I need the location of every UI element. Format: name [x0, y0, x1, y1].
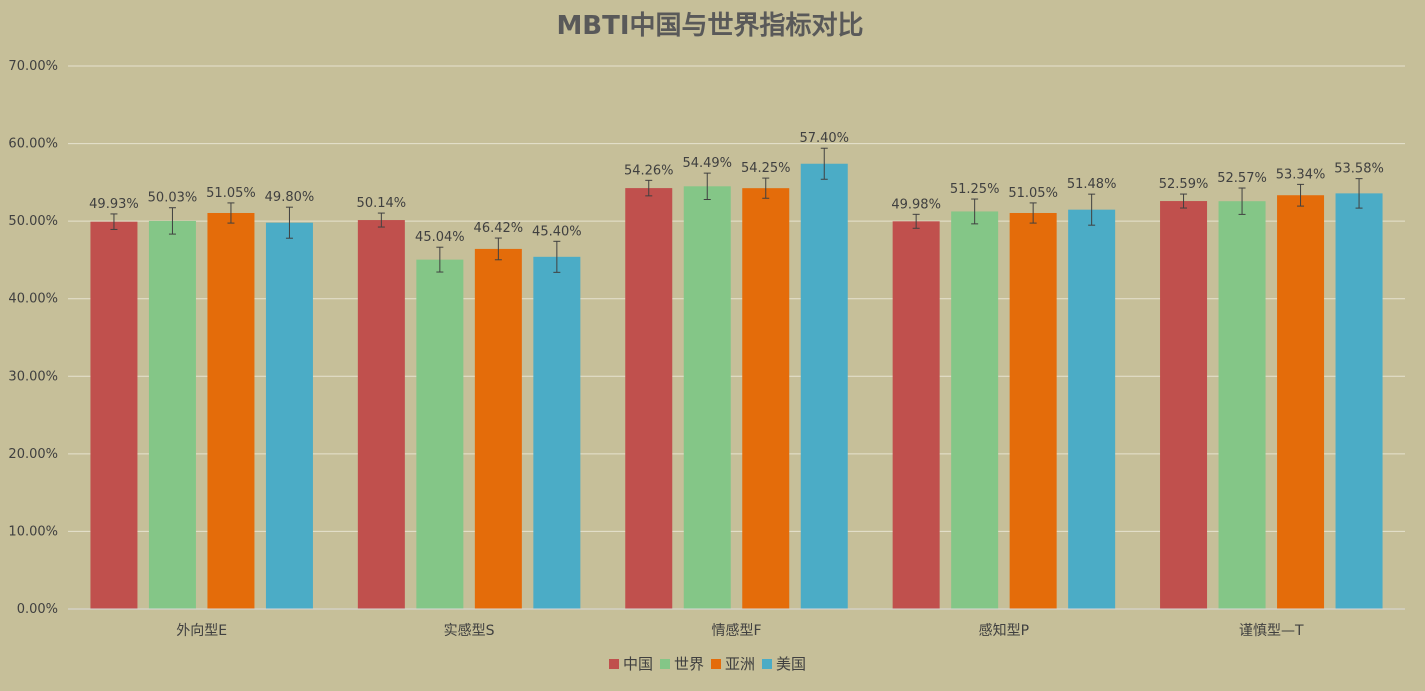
category-label: 谨慎型—T: [1239, 623, 1304, 639]
data-label: 54.49%: [682, 156, 732, 171]
y-tick-label: 50.00%: [8, 214, 58, 229]
category-label: 外向型E: [176, 623, 227, 639]
bar: [533, 256, 581, 609]
bar: [683, 186, 731, 609]
axes: 0.00% 10.00% 20.00% 30.00% 40.00% 50.00% 60.00…: [8, 59, 1405, 639]
bar: [1218, 201, 1266, 609]
bar: [474, 248, 522, 609]
bar: [1160, 201, 1208, 609]
data-label: 50.14%: [357, 196, 407, 211]
bar: [148, 220, 196, 609]
data-label: 46.42%: [474, 221, 524, 236]
bar: [892, 221, 940, 609]
bar: [1277, 195, 1325, 609]
data-label: 52.57%: [1217, 171, 1267, 186]
data-label: 49.98%: [891, 197, 941, 212]
bar: [951, 211, 999, 610]
bar: [742, 188, 790, 610]
legend-label: 美国: [776, 655, 806, 673]
y-tick-label: 10.00%: [8, 524, 58, 539]
legend-label: 中国: [623, 655, 653, 673]
category-label: 情感型F: [711, 622, 761, 639]
bar: [1335, 193, 1383, 609]
legend-swatch: [762, 659, 772, 669]
bar: [90, 221, 138, 609]
legend: 中国 世界 亚洲 美国: [609, 655, 806, 673]
bar: [416, 259, 464, 609]
data-label: 53.34%: [1276, 167, 1326, 182]
data-label: 57.40%: [799, 131, 849, 146]
bar: [357, 220, 405, 609]
data-labels: 49.93% 50.03% 51.05% 49.80% 50.14% 45.04% 46.4…: [89, 131, 1384, 245]
data-label: 53.58%: [1334, 162, 1384, 177]
bar: [1068, 209, 1116, 609]
legend-swatch: [660, 659, 670, 669]
data-label: 54.25%: [741, 161, 791, 176]
bar: [265, 222, 313, 610]
data-label: 51.48%: [1067, 177, 1117, 192]
y-tick-label: 20.00%: [8, 447, 58, 462]
data-label: 52.59%: [1159, 177, 1209, 192]
legend-label: 亚洲: [725, 655, 755, 673]
bar: [625, 188, 673, 610]
bar: [1009, 212, 1057, 609]
data-label: 50.03%: [148, 191, 198, 206]
data-label: 51.25%: [950, 182, 1000, 197]
bar: [800, 163, 848, 610]
legend-swatch: [711, 659, 721, 669]
data-label: 45.04%: [415, 230, 465, 245]
data-label: 54.26%: [624, 163, 674, 178]
y-tick-label: 70.00%: [8, 59, 58, 74]
data-label: 51.05%: [1008, 186, 1058, 201]
data-label: 49.93%: [89, 197, 139, 212]
category-label: 感知型P: [979, 622, 1029, 639]
data-label: 45.40%: [532, 224, 582, 239]
y-tick-label: 60.00%: [8, 137, 58, 152]
data-label: 49.80%: [265, 190, 315, 205]
bars: [90, 147, 1383, 610]
data-label: 51.05%: [206, 186, 256, 201]
bar: [207, 212, 255, 609]
y-tick-label: 30.00%: [8, 369, 58, 384]
chart-title: MBTI中国与世界指标对比: [556, 11, 863, 41]
category-label: 实感型S: [444, 622, 495, 639]
y-tick-label: 0.00%: [17, 602, 58, 617]
legend-swatch: [609, 659, 619, 669]
legend-label: 世界: [674, 655, 704, 673]
y-tick-label: 40.00%: [8, 292, 58, 307]
